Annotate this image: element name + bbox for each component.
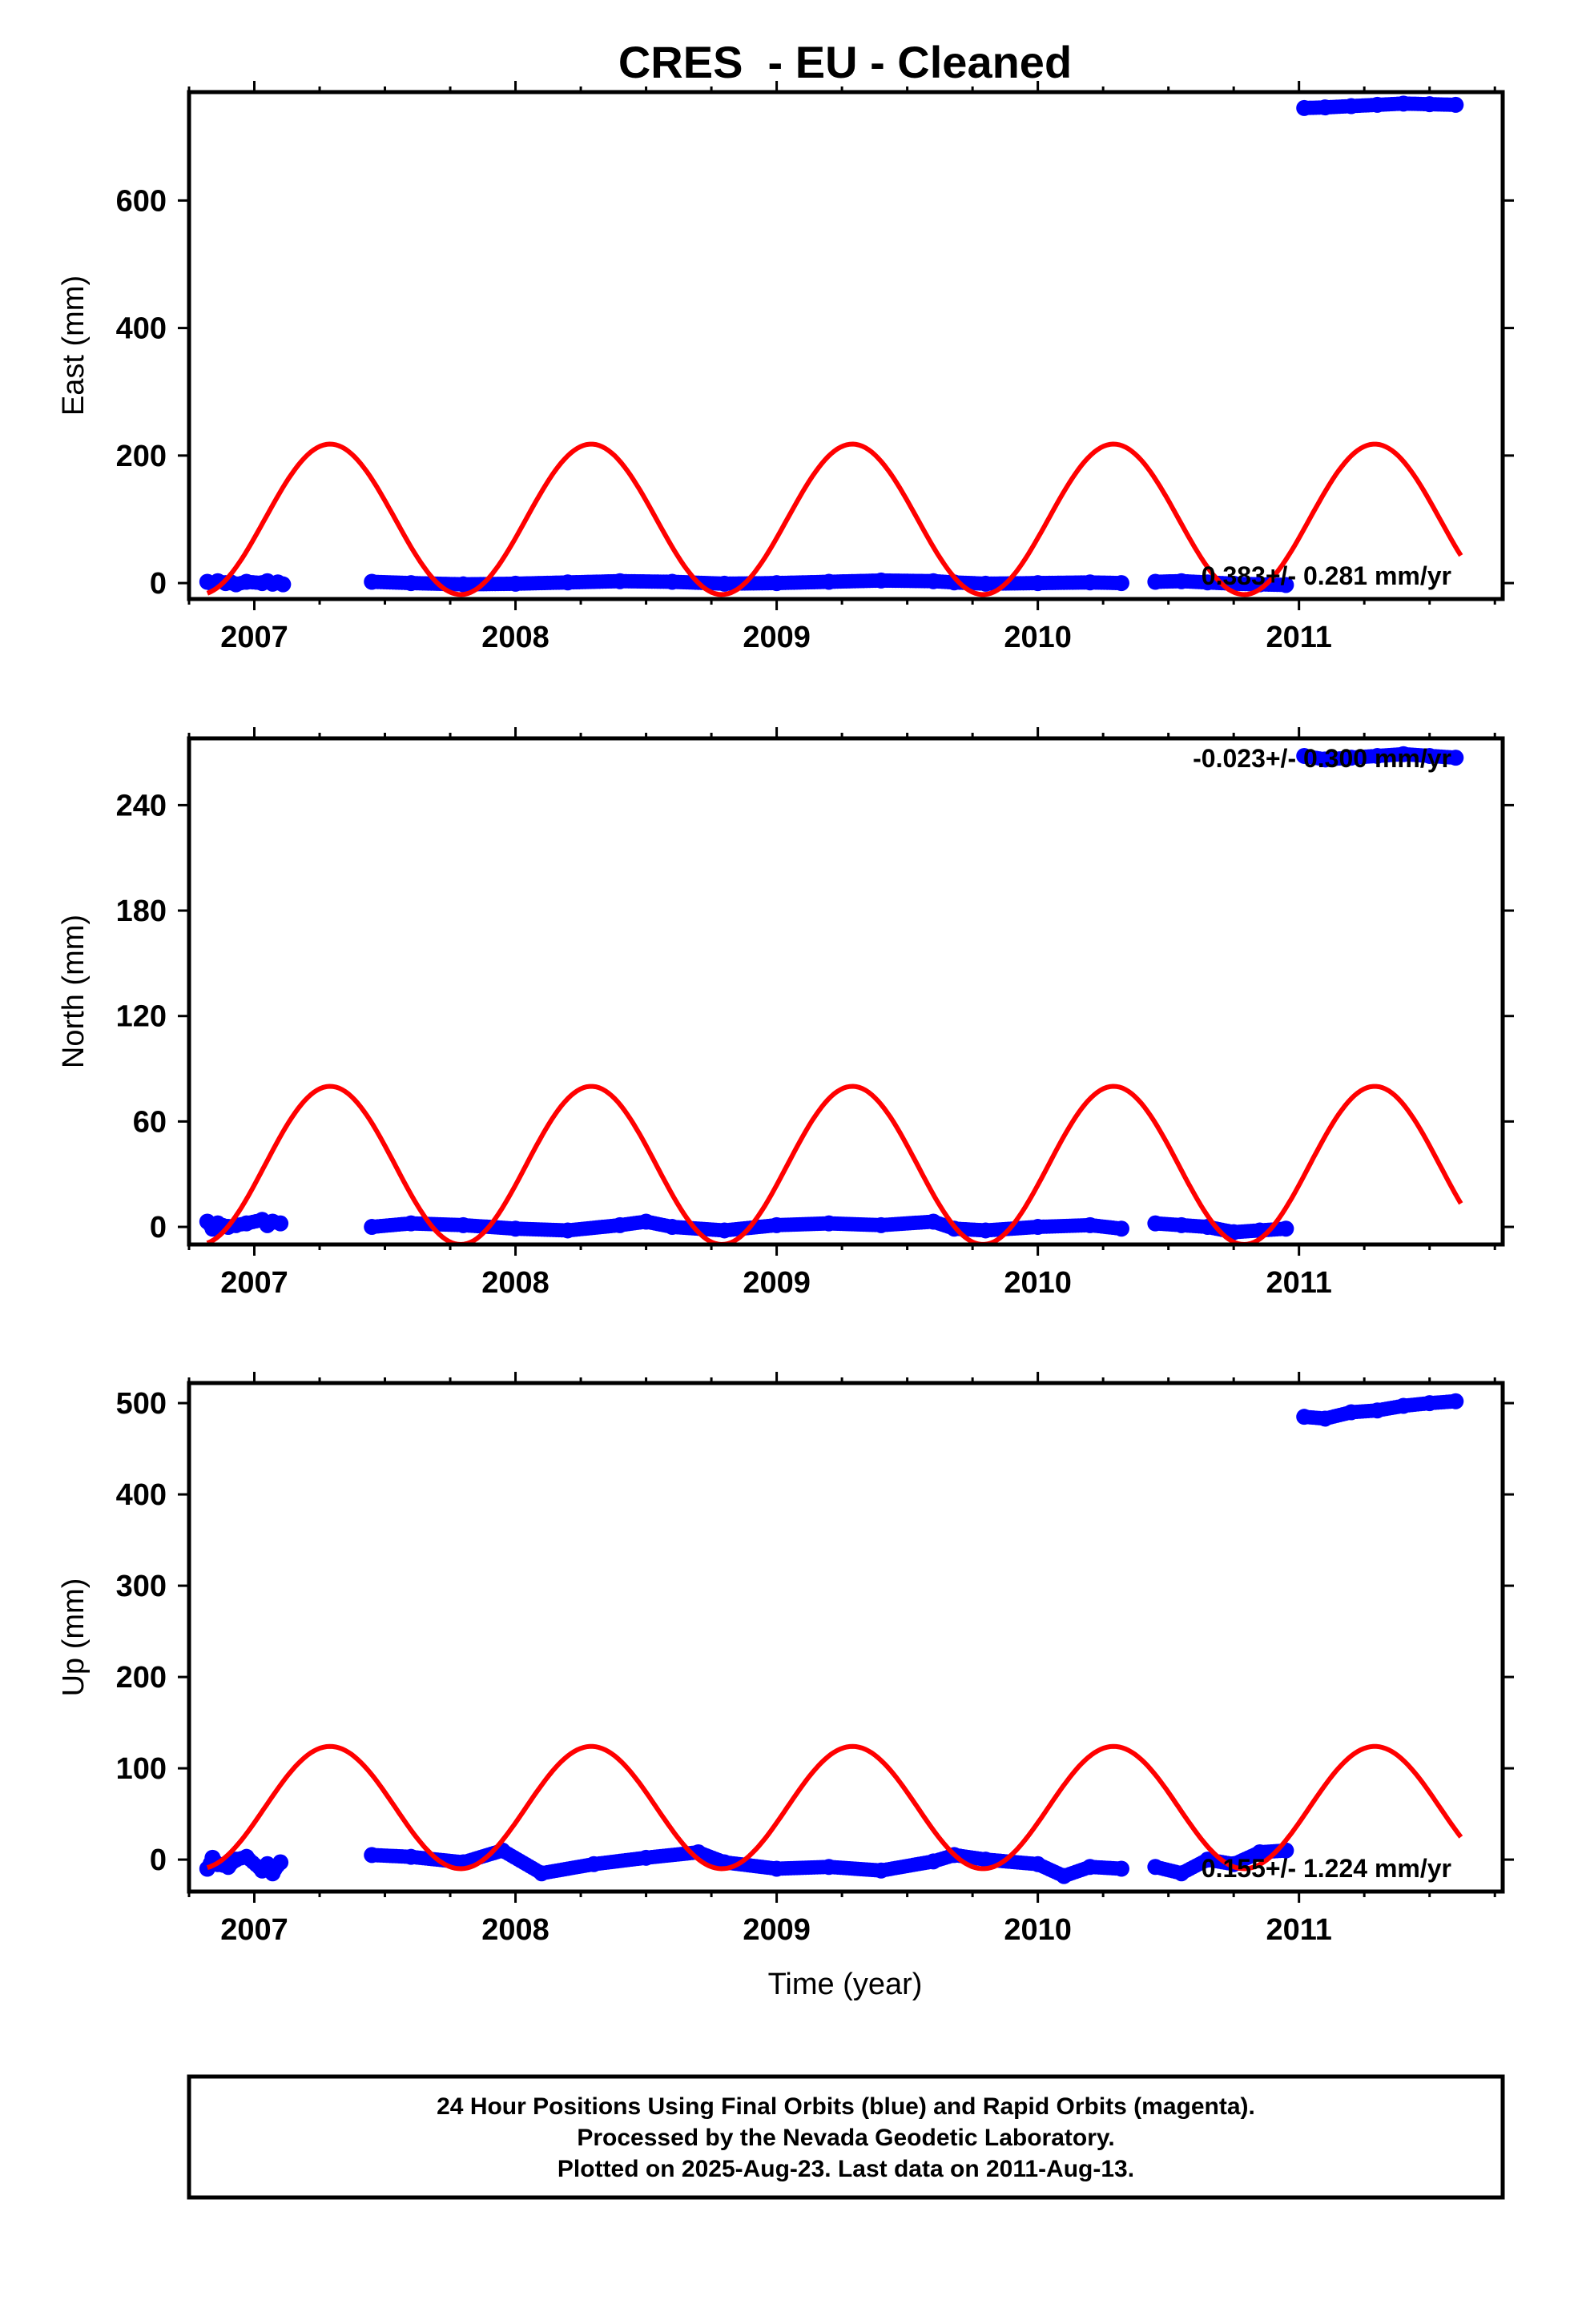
panel-1: 2007 2008 2009 2010 2011 0 60 120 180 240 North (m… [57, 727, 1514, 1300]
data-point [1445, 1394, 1460, 1409]
plot-frame [187, 90, 1505, 601]
footer-line-3: Plotted on 2025-Aug-23. Last data on 201… [558, 2156, 1134, 2182]
x-tick-label: 2008 [481, 621, 549, 654]
x-tick-label: 2008 [481, 1266, 549, 1300]
x-tick-label: 2009 [743, 621, 811, 654]
data-point [1445, 750, 1460, 765]
x-tick-label: 2010 [1004, 1266, 1072, 1300]
data-point [273, 576, 288, 591]
y-tick-label: 0 [150, 1844, 167, 1877]
panel-2: 2007 2008 2009 2010 2011 0 100 200 300 400 500 Up (… [57, 1372, 1514, 1947]
data-point [1445, 97, 1460, 112]
y-tick-label: 0 [150, 1211, 167, 1244]
y-axis-label: East (mm) [57, 275, 91, 416]
y-tick-label: 600 [116, 184, 167, 218]
rate-label: -0.023+/- 0.300 mm/yr [1193, 744, 1451, 773]
rate-label: 0.155+/- 1.224 mm/yr [1202, 1854, 1451, 1883]
panel-0: 2007 2008 2009 2010 2011 0 200 400 600 East (mm) 0… [57, 81, 1514, 654]
plot-frame [187, 736, 1505, 1247]
x-tick-label: 2011 [1266, 1913, 1331, 1947]
footer-box: 24 Hour Positions Using Final Orbits (bl… [187, 2074, 1505, 2200]
data-points [199, 1393, 1464, 1884]
chart-title: CRES - EU - Cleaned [618, 37, 1072, 87]
y-tick-label: 400 [116, 1478, 167, 1512]
rate-label: 0.383+/- 0.281 mm/yr [1202, 561, 1451, 590]
data-point [270, 1215, 285, 1230]
footer-frame [187, 2074, 1505, 2200]
x-tick-label: 2011 [1266, 1266, 1331, 1300]
data-point [1111, 576, 1126, 591]
x-tick-label: 2010 [1004, 621, 1072, 654]
footer-line-2: Processed by the Nevada Geodetic Laborat… [577, 2125, 1114, 2151]
data-point [1275, 1221, 1290, 1236]
y-tick-label: 120 [116, 1000, 167, 1034]
y-tick-label: 240 [116, 789, 167, 822]
data-point [270, 1859, 285, 1874]
x-tick-label: 2009 [743, 1913, 811, 1947]
y-tick-label: 180 [116, 895, 167, 928]
plot-frame [187, 1381, 1505, 1894]
footer-line-1: 24 Hour Positions Using Final Orbits (bl… [437, 2093, 1255, 2120]
x-tick-label: 2009 [743, 1266, 811, 1300]
data-point [1275, 577, 1290, 593]
y-tick-label: 200 [116, 440, 167, 473]
x-tick-label: 2007 [220, 1266, 288, 1300]
y-tick-label: 0 [150, 567, 167, 601]
y-tick-label: 200 [116, 1661, 167, 1695]
y-tick-label: 100 [116, 1752, 167, 1786]
data-point [1111, 1220, 1126, 1236]
x-tick-label: 2008 [481, 1913, 549, 1947]
model-curve [206, 1743, 1463, 1872]
model-curve [206, 441, 1463, 597]
data-points [199, 95, 1464, 593]
y-tick-label: 300 [116, 1570, 167, 1603]
y-tick-label: 400 [116, 312, 167, 346]
y-tick-label: 60 [133, 1105, 167, 1139]
y-axis-label: Up (mm) [57, 1578, 91, 1697]
y-tick-label: 500 [116, 1387, 167, 1421]
x-tick-label: 2010 [1004, 1913, 1072, 1947]
x-tick-label: 2007 [220, 621, 288, 654]
data-point [1111, 1861, 1126, 1876]
y-axis-label: North (mm) [57, 915, 91, 1068]
x-tick-label: 2011 [1266, 621, 1331, 654]
x-tick-label: 2007 [220, 1913, 288, 1947]
data-points [199, 746, 1464, 1240]
x-axis-label: Time (year) [768, 1968, 923, 2001]
